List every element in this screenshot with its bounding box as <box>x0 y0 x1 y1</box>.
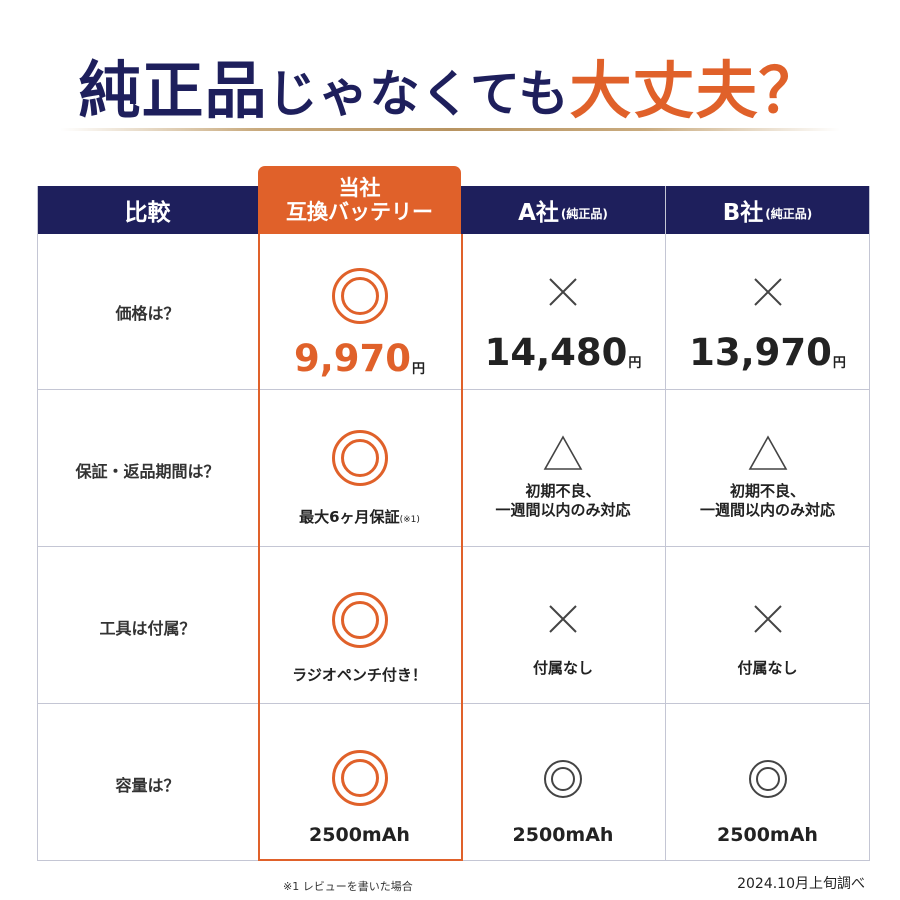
price-a-unit: 円 <box>628 356 642 371</box>
tool-own-text: ラジオペンチ付き！ <box>292 666 427 684</box>
double-circle-icon <box>331 430 388 486</box>
tool-b-cell: 付属なし <box>666 603 869 678</box>
grid-line <box>37 389 870 390</box>
warranty-a-line1: 初期不良、 <box>525 482 601 500</box>
header-company-a: A社 (純正品) <box>461 186 665 234</box>
price-b-unit: 円 <box>832 356 846 371</box>
own-column-highlight <box>258 234 463 861</box>
title-part1: 純正品 <box>78 54 268 127</box>
double-circle-icon <box>331 750 388 806</box>
cross-icon <box>549 278 577 306</box>
price-own-cell: 9,970 円 <box>259 268 460 377</box>
header-a-label: A社 <box>518 200 559 226</box>
cross-icon <box>753 278 782 306</box>
capacity-a-cell: 2500mAh <box>461 760 665 846</box>
title-part3: 大丈夫？ <box>569 54 822 127</box>
tool-own-cell: ラジオペンチ付き！ <box>259 592 460 685</box>
tool-a-text: 付属なし <box>532 659 593 677</box>
header-compare: 比較 <box>37 186 258 234</box>
survey-date-note: 2024.10月上旬調べ <box>737 876 865 892</box>
grid-line <box>37 703 870 704</box>
header-own-line2: 互換バッテリー <box>286 200 433 224</box>
footnote: ※1 レビューを書いた場合 <box>283 880 413 893</box>
capacity-own-cell: 2500mAh <box>259 750 460 846</box>
capacity-b-text: 2500mAh <box>717 824 818 846</box>
price-own-value: 9,970 <box>293 337 412 380</box>
grid-line <box>37 546 870 547</box>
warranty-b-line2: 一週間以内のみ対応 <box>699 500 835 519</box>
warranty-own-note: (※1) <box>399 515 420 525</box>
grid-line <box>869 186 870 861</box>
capacity-own-text: 2500mAh <box>309 824 410 846</box>
capacity-a-text: 2500mAh <box>512 824 614 846</box>
price-b-value: 13,970 <box>689 331 832 374</box>
double-circle-icon <box>544 760 582 798</box>
tool-b-text: 付属なし <box>737 659 798 677</box>
row-label-price: 価格は？ <box>115 304 180 323</box>
row-label-tool: 工具は付属？ <box>99 619 196 638</box>
double-circle-icon <box>748 760 787 798</box>
header-own-line1: 当社 <box>338 175 381 200</box>
double-circle-icon <box>331 268 388 324</box>
cross-icon <box>753 605 782 633</box>
cross-icon <box>549 605 577 633</box>
grid-line <box>665 186 666 861</box>
header-b-label: B社 <box>722 200 764 226</box>
row-label-capacity: 容量は？ <box>115 776 180 795</box>
header-company-b: B社 (純正品) <box>665 186 870 234</box>
triangle-icon <box>748 435 787 470</box>
grid-line <box>37 186 38 861</box>
warranty-b-cell: 初期不良、 一週間以内のみ対応 <box>666 434 869 520</box>
capacity-b-cell: 2500mAh <box>666 760 869 846</box>
warranty-a-line2: 一週間以内のみ対応 <box>495 500 631 519</box>
triangle-icon <box>543 435 583 470</box>
warranty-own-cell: 最大6ヶ月保証(※1) <box>259 430 460 527</box>
row-label-warranty: 保証・返品期間は？ <box>75 462 220 481</box>
header-own-product: 当社 互換バッテリー <box>258 166 461 234</box>
page-title: 純正品 じゃなくても 大丈夫？ <box>0 42 900 122</box>
header-compare-label: 比較 <box>124 200 171 226</box>
title-underline <box>60 128 840 131</box>
price-own-unit: 円 <box>412 362 426 377</box>
price-a-value: 14,480 <box>484 331 628 374</box>
warranty-own-text: 最大6ヶ月保証 <box>299 508 400 526</box>
header-b-sub: (純正品) <box>765 206 813 221</box>
price-a-cell: 14,480 円 <box>461 276 665 371</box>
double-circle-icon <box>331 592 388 648</box>
header-a-sub: (純正品) <box>560 206 608 221</box>
warranty-b-line1: 初期不良、 <box>729 482 805 500</box>
price-b-cell: 13,970 円 <box>666 276 869 371</box>
warranty-a-cell: 初期不良、 一週間以内のみ対応 <box>461 434 665 520</box>
tool-a-cell: 付属なし <box>461 603 665 678</box>
title-part2: じゃなくても <box>267 64 570 123</box>
